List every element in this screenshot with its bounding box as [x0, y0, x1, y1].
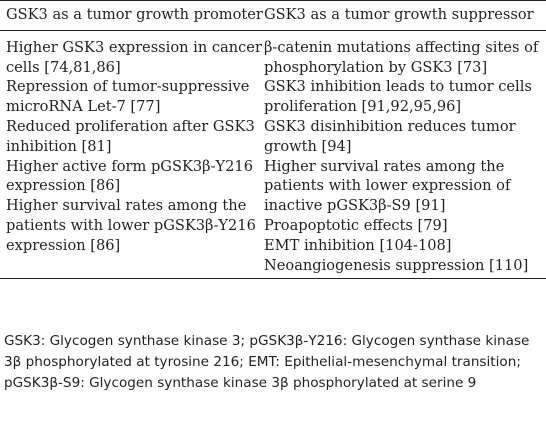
- table-header-row: GSK3 as a tumor growth promoter GSK3 as …: [0, 0, 546, 31]
- promoter-entry: Reduced proliferation after GSK3 inhibit…: [6, 117, 255, 155]
- column-header-suppressor: GSK3 as a tumor growth suppressor: [264, 6, 534, 23]
- suppressor-entry: GSK3 inhibition leads to tumor cells pro…: [264, 78, 532, 116]
- column-header-promoter: GSK3 as a tumor growth promoter: [6, 6, 263, 23]
- gsk3-comparison-table: GSK3 as a tumor growth promoter GSK3 as …: [0, 0, 546, 279]
- promoter-entry: Higher survival rates among the patients…: [6, 197, 256, 254]
- promoter-entry: Repression of tumor-suppressive microRNA…: [6, 78, 250, 116]
- promoter-entry: Higher active form pGSK3β-Y216 expressio…: [6, 157, 253, 195]
- suppressor-entry: GSK3 disinhibition reduces tumor growth …: [264, 117, 516, 155]
- table-row: Higher GSK3 expression in cancer cells […: [0, 30, 546, 279]
- suppressor-entry: Proapoptotic effects [79]: [264, 216, 448, 234]
- promoter-cell: Higher GSK3 expression in cancer cells […: [0, 30, 264, 279]
- suppressor-cell: β-catenin mutations affecting sites of p…: [264, 30, 546, 279]
- suppressor-entry: Higher survival rates among the patients…: [264, 157, 511, 215]
- table-footnote: GSK3: Glycogen synthase kinase 3; pGSK3β…: [4, 333, 530, 391]
- suppressor-entry: β-catenin mutations affecting sites of p…: [264, 38, 539, 76]
- suppressor-entry: EMT inhibition [104-108]: [264, 236, 452, 254]
- promoter-entry: Higher GSK3 expression in cancer cells […: [6, 38, 262, 76]
- suppressor-entry: Neoangiogenesis suppression [110]: [264, 256, 529, 274]
